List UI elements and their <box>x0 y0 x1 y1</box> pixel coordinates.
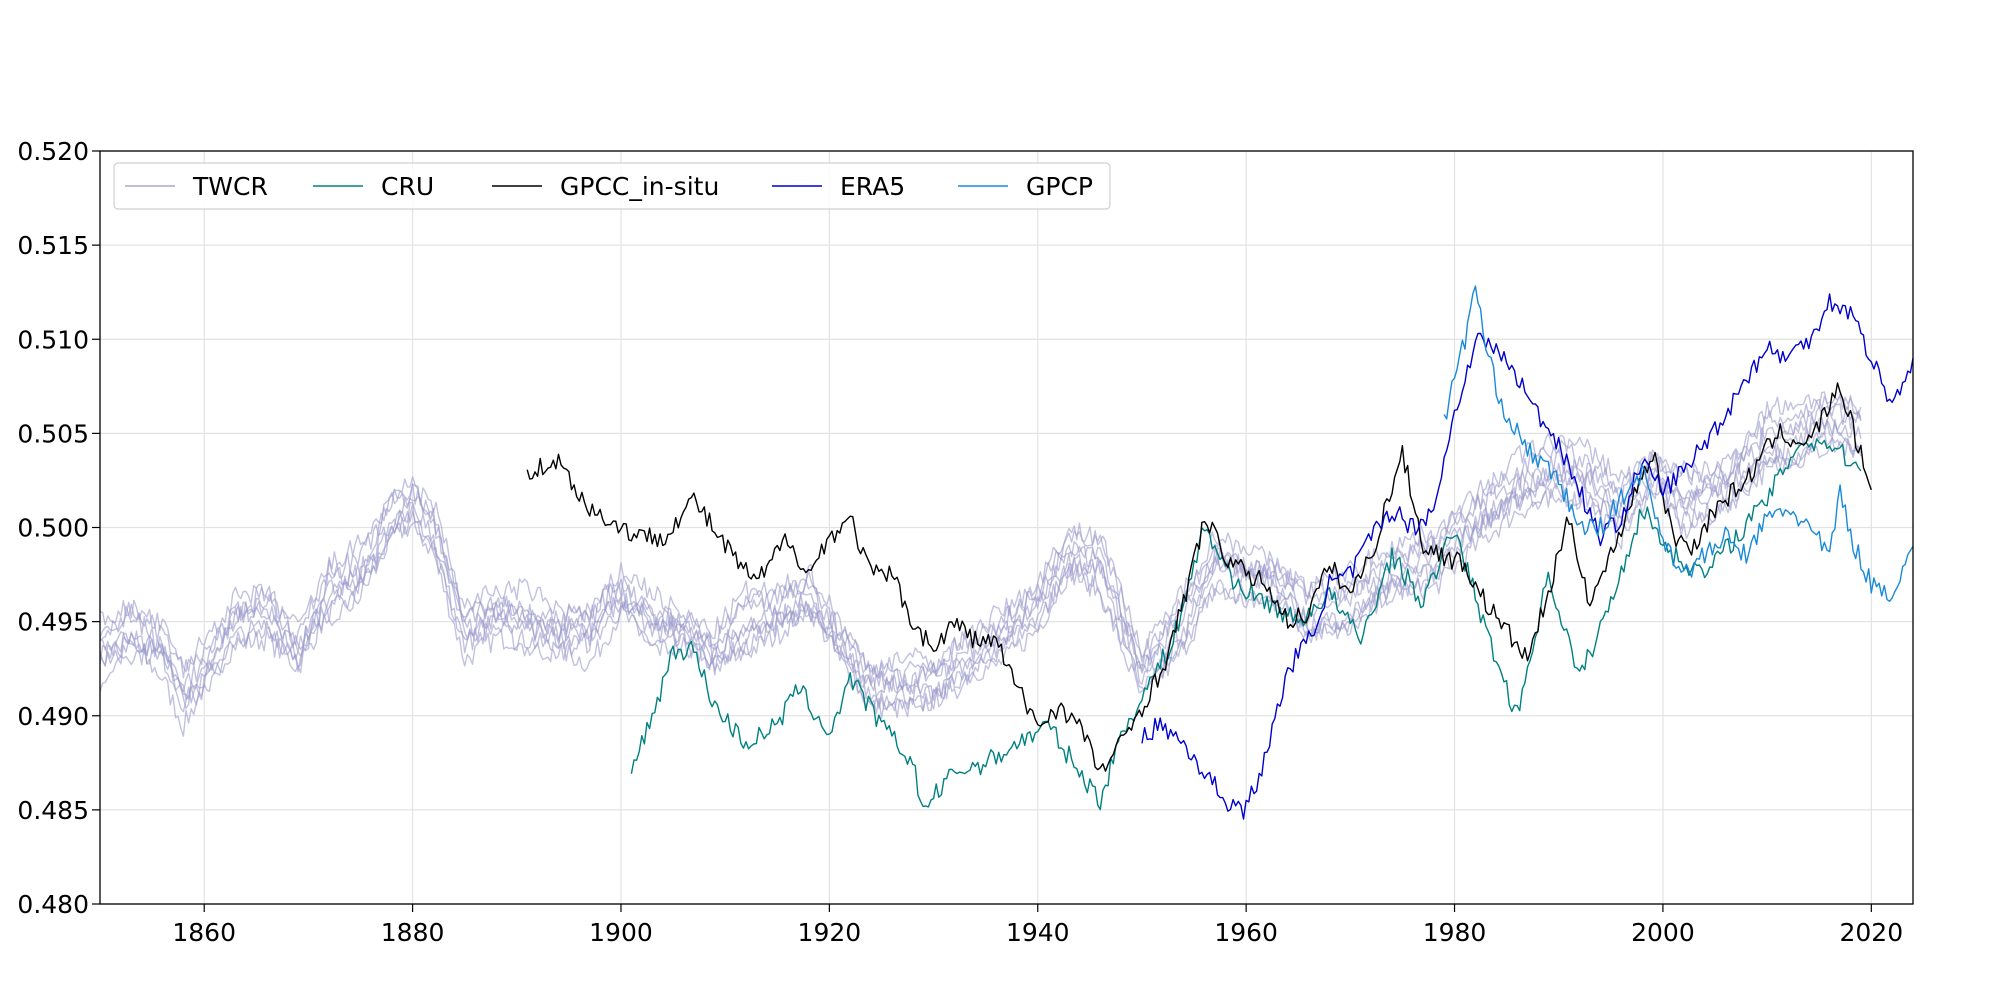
legend-box <box>113 162 1111 210</box>
x-tick-label: 1860 <box>172 918 236 947</box>
legend-label-era5: ERA5 <box>840 172 905 201</box>
y-tick-label: 0.500 <box>17 514 89 543</box>
x-tick-label: 1940 <box>1006 918 1070 947</box>
series-line-twcr <box>99 402 1862 700</box>
y-tick-label: 0.505 <box>17 419 89 448</box>
series-line-twcr <box>99 391 1862 678</box>
x-tick-label: 1960 <box>1214 918 1278 947</box>
legend-label-gpcp: GPCP <box>1026 172 1093 201</box>
legend: TWCR CRU GPCC_in-situ ERA5 GPCP <box>113 162 1111 210</box>
y-tick-label: 0.510 <box>17 325 89 354</box>
series-line-cru <box>630 438 1862 811</box>
series-line-gpcp <box>1443 285 1914 602</box>
series-line-twcr <box>99 410 1862 694</box>
x-tick-label: 1980 <box>1423 918 1487 947</box>
series-lines <box>99 285 1914 820</box>
y-axis-ticks: 0.480 0.485 0.490 0.495 0.500 0.505 0.510 0.515… <box>17 137 100 919</box>
y-tick-label: 0.480 <box>17 890 89 919</box>
legend-label-gpcc-in-situ: GPCC_in-situ <box>560 172 719 201</box>
legend-label-cru: CRU <box>381 172 434 201</box>
y-tick-label: 0.485 <box>17 796 89 825</box>
y-tick-label: 0.490 <box>17 702 89 731</box>
y-tick-label: 0.515 <box>17 231 89 260</box>
series-line-twcr <box>99 419 1862 718</box>
y-tick-label: 0.495 <box>17 608 89 637</box>
y-tick-label: 0.520 <box>17 137 89 166</box>
x-tick-label: 2000 <box>1631 918 1695 947</box>
series-line-gpcc-in-situ <box>526 382 1872 772</box>
x-tick-label: 1920 <box>798 918 862 947</box>
x-tick-label: 2020 <box>1840 918 1904 947</box>
x-axis-ticks: 1860 1880 1900 1920 1940 1960 1980 2000 2020 <box>172 904 1903 947</box>
x-tick-label: 1900 <box>589 918 653 947</box>
legend-label-twcr: TWCR <box>192 172 268 201</box>
x-tick-label: 1880 <box>381 918 445 947</box>
series-line-era5 <box>1141 293 1914 820</box>
